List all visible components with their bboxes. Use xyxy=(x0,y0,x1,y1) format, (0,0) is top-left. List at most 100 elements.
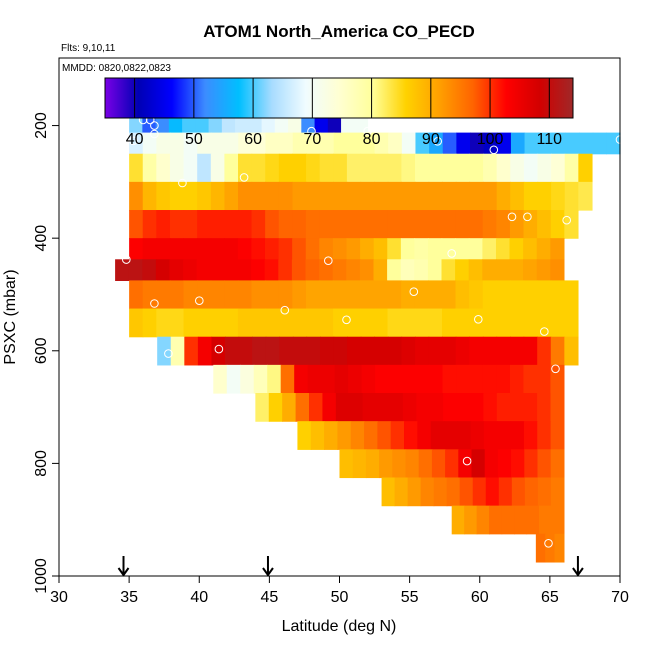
heatmap-cell xyxy=(550,210,565,239)
heatmap-cell xyxy=(142,132,157,155)
heatmap-cell xyxy=(523,336,538,366)
heatmap-cell xyxy=(442,132,457,155)
heatmap-cell xyxy=(455,336,470,366)
observation-point xyxy=(195,296,204,306)
observation-point xyxy=(551,364,560,374)
heatmap-cell xyxy=(455,181,471,211)
heatmap-cell xyxy=(334,364,349,394)
heatmap-cell xyxy=(459,477,474,507)
heatmap-cell xyxy=(538,132,553,155)
heatmap-cell xyxy=(523,364,538,394)
heatmap-cell xyxy=(550,364,565,394)
heatmap-cell xyxy=(280,364,295,394)
heatmap-cell xyxy=(292,308,307,338)
heatmap-cell xyxy=(536,364,552,394)
heatmap-cell xyxy=(524,132,539,155)
observation-point xyxy=(307,126,316,136)
heatmap-cell xyxy=(427,259,443,281)
heatmap-cell xyxy=(550,259,565,281)
heatmap-cell xyxy=(537,477,552,507)
heatmap-cell xyxy=(496,308,511,338)
heatmap-cell xyxy=(514,505,528,535)
heatmap-cell xyxy=(476,505,490,535)
heatmap-cell xyxy=(511,477,526,507)
heatmap-cell xyxy=(496,210,511,239)
heatmap-cell xyxy=(381,477,396,507)
heatmap-cell xyxy=(565,132,580,155)
heatmap-cell xyxy=(387,259,402,281)
heatmap-cell xyxy=(292,153,307,183)
heatmap-cell xyxy=(564,280,579,310)
observation-point xyxy=(122,255,131,264)
heatmap-cell xyxy=(265,153,280,183)
heatmap-cell xyxy=(213,364,228,394)
heatmap-cell xyxy=(364,421,378,450)
heatmap-cell xyxy=(537,449,552,479)
observation-point xyxy=(280,305,290,315)
heatmap-cell xyxy=(224,238,239,260)
heatmap-cell xyxy=(496,393,511,422)
heatmap-cell xyxy=(333,210,348,239)
heatmap-cell xyxy=(320,132,335,155)
heatmap-cell xyxy=(387,238,402,260)
heatmap-cell xyxy=(441,238,456,260)
observation-point xyxy=(239,173,249,182)
heatmap-cell xyxy=(346,308,361,338)
heatmap-cell xyxy=(278,259,293,281)
heatmap-cell xyxy=(455,238,470,260)
heatmap-cell xyxy=(523,210,538,239)
heatmap-cell xyxy=(359,259,375,281)
heatmap-cell xyxy=(501,505,515,535)
heatmap-cell xyxy=(388,132,403,155)
heatmap-cell xyxy=(347,336,362,366)
heatmap-cell xyxy=(129,308,144,338)
heatmap-cell xyxy=(197,210,212,239)
heatmap-cell xyxy=(498,477,513,507)
heatmap-cell xyxy=(455,259,470,281)
heatmap-cell xyxy=(524,449,539,479)
heatmap-cell xyxy=(551,181,566,211)
observation-point xyxy=(164,349,173,358)
heatmap-cell xyxy=(455,308,470,338)
heatmap-cell xyxy=(441,259,456,281)
heatmap-cell xyxy=(142,280,157,310)
heatmap-cell xyxy=(265,308,280,338)
heatmap-cell xyxy=(401,308,416,338)
heatmap-cell xyxy=(169,153,185,183)
heatmap-cell xyxy=(183,210,198,239)
heatmap-cell xyxy=(509,280,525,310)
heatmap-cell xyxy=(309,393,324,422)
x-tick-label: 30 xyxy=(50,589,68,606)
dates-label: MMDD: 0820,0822,0823 xyxy=(62,63,171,74)
heatmap-cell xyxy=(360,308,375,338)
heatmap-cell xyxy=(319,308,334,338)
colorbar-tick-label: 70 xyxy=(303,131,321,148)
heatmap-cell xyxy=(253,364,268,394)
heatmap-cell xyxy=(536,259,551,281)
heatmap-cell xyxy=(251,181,266,211)
heatmap-cell xyxy=(442,336,457,366)
heatmap-cell xyxy=(469,280,484,310)
heatmap-cell xyxy=(332,238,348,260)
heatmap-cell xyxy=(443,421,458,450)
heatmap-cell xyxy=(537,210,552,239)
heatmap-cell xyxy=(387,181,402,211)
heatmap-cell xyxy=(346,280,361,310)
heatmap-cell xyxy=(414,308,429,338)
x-tick-label: 35 xyxy=(120,589,138,606)
heatmap-cell xyxy=(470,132,485,155)
heatmap-cell xyxy=(305,210,321,239)
heatmap-cell xyxy=(365,449,380,479)
heatmap-cell xyxy=(441,308,457,338)
heatmap-cell xyxy=(224,280,239,310)
heatmap-cell xyxy=(428,308,443,338)
heatmap-cell xyxy=(471,449,486,479)
heatmap-cell xyxy=(238,336,253,366)
heatmap-cell xyxy=(360,181,375,211)
heatmap-cell xyxy=(129,153,144,183)
heatmap-cell xyxy=(292,238,307,260)
heatmap-cell xyxy=(483,153,498,183)
y-axis-label: PSXC (mbar) xyxy=(2,269,19,364)
heatmap-cell xyxy=(292,132,307,155)
heatmap-cell xyxy=(428,210,443,239)
